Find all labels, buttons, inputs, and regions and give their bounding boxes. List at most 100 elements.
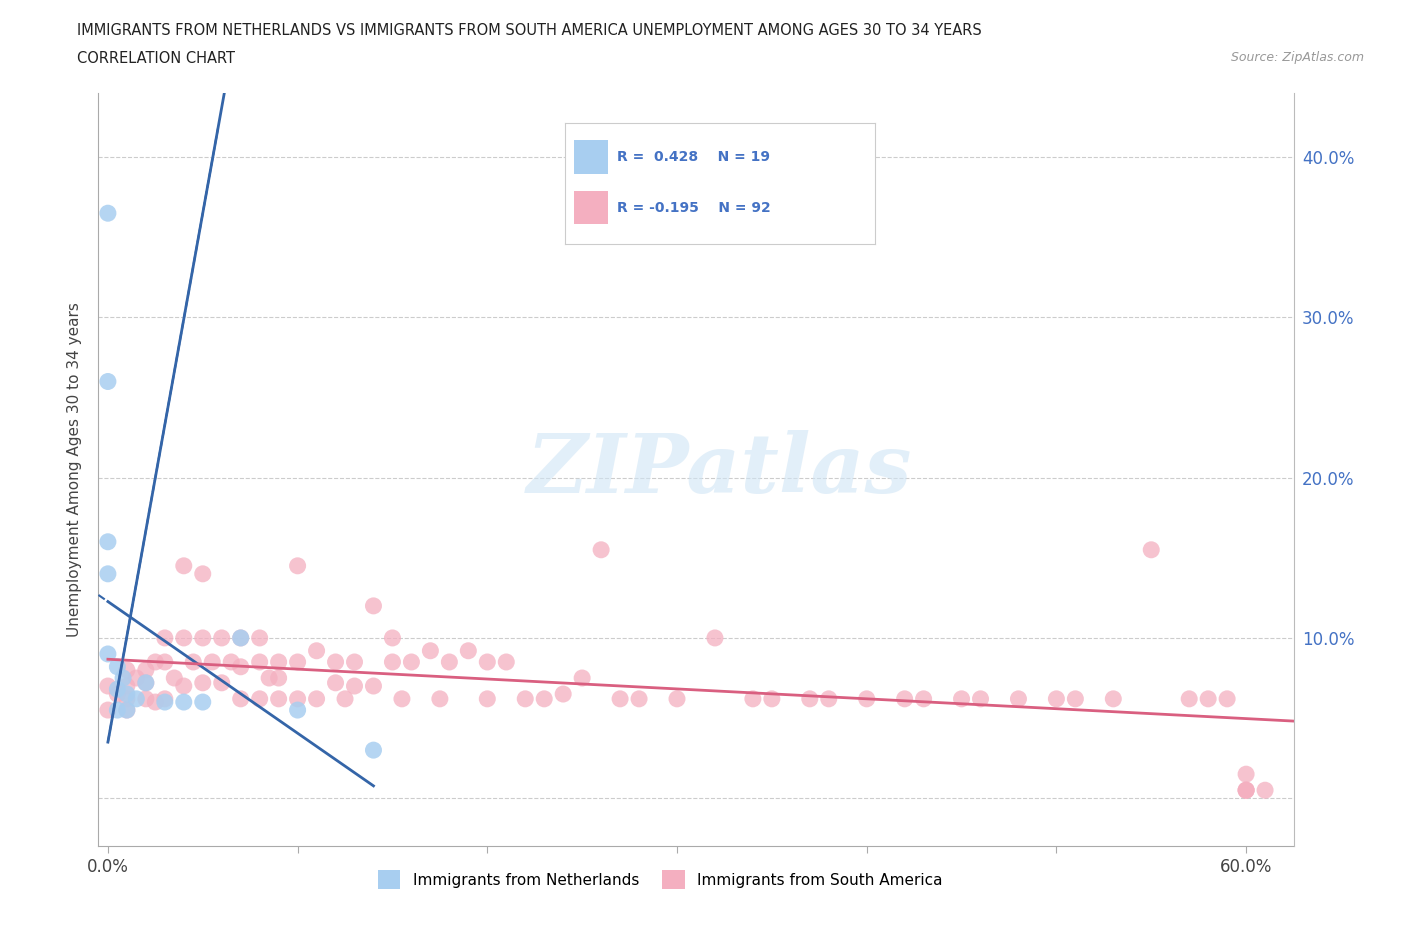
Point [135,662,157,677]
Point [893,691,915,706]
Point [191,566,214,581]
Point [143,655,166,670]
Point [153,655,176,670]
Point [211,675,233,690]
Point [1102,691,1125,706]
Point [703,631,725,645]
Point [1234,783,1257,798]
Point [495,655,517,670]
Point [97,535,120,550]
Point [591,542,613,557]
Point [135,675,157,690]
Point [229,631,252,645]
Point [97,646,120,661]
Point [97,703,120,718]
Point [343,655,366,670]
Point [115,686,138,701]
Point [105,659,128,674]
Point [1007,691,1029,706]
Point [115,662,138,677]
Point [191,675,214,690]
Point [211,631,233,645]
Point [1178,691,1201,706]
Point [97,566,120,581]
Point [305,691,328,706]
Point [325,655,347,670]
Point [419,644,441,658]
Point [381,655,404,670]
Point [153,631,176,645]
Point [457,644,479,658]
Point [229,631,252,645]
Point [115,703,138,718]
Point [287,703,309,718]
Point [1234,783,1257,798]
Point [477,655,499,670]
Point [153,691,176,706]
Point [553,686,575,701]
Point [163,671,186,685]
Point [363,743,385,758]
Point [287,558,309,573]
Point [1064,691,1087,706]
Point [229,659,252,674]
Point [1197,691,1219,706]
Point [97,679,120,694]
Point [343,679,366,694]
Point [181,655,204,670]
Point [1216,691,1239,706]
Point [515,691,537,706]
Point [363,679,385,694]
Legend: Immigrants from Netherlands, Immigrants from South America: Immigrants from Netherlands, Immigrants … [371,864,949,896]
Point [477,691,499,706]
Point [799,691,821,706]
Point [267,691,290,706]
Point [105,686,128,701]
Point [115,691,138,706]
Point [249,631,271,645]
Point [173,695,195,710]
Point [969,691,991,706]
Point [173,631,195,645]
Point [533,691,555,706]
Point [1045,691,1067,706]
Text: ZIPatlas: ZIPatlas [527,430,912,510]
Point [97,374,120,389]
Point [125,691,148,706]
Point [439,655,461,670]
Point [950,691,973,706]
Point [173,558,195,573]
Point [287,691,309,706]
Point [1234,766,1257,781]
Point [429,691,451,706]
Point [191,631,214,645]
Point [153,695,176,710]
Point [267,655,290,670]
Point [249,691,271,706]
Point [135,675,157,690]
Point [125,671,148,685]
Point [287,655,309,670]
Point [267,671,290,685]
Point [115,703,138,718]
Point [761,691,783,706]
Text: CORRELATION CHART: CORRELATION CHART [77,51,235,66]
Point [191,695,214,710]
Point [325,675,347,690]
Point [105,682,128,697]
Point [363,598,385,613]
Point [135,691,157,706]
Y-axis label: Unemployment Among Ages 30 to 34 years: Unemployment Among Ages 30 to 34 years [67,302,83,637]
Point [391,691,413,706]
Point [105,703,128,718]
Point [257,671,280,685]
Point [143,695,166,710]
Point [333,691,356,706]
Point [817,691,839,706]
Point [855,691,877,706]
Point [249,655,271,670]
Point [1254,783,1277,798]
Point [173,679,195,694]
Text: Source: ZipAtlas.com: Source: ZipAtlas.com [1230,51,1364,64]
Point [609,691,631,706]
